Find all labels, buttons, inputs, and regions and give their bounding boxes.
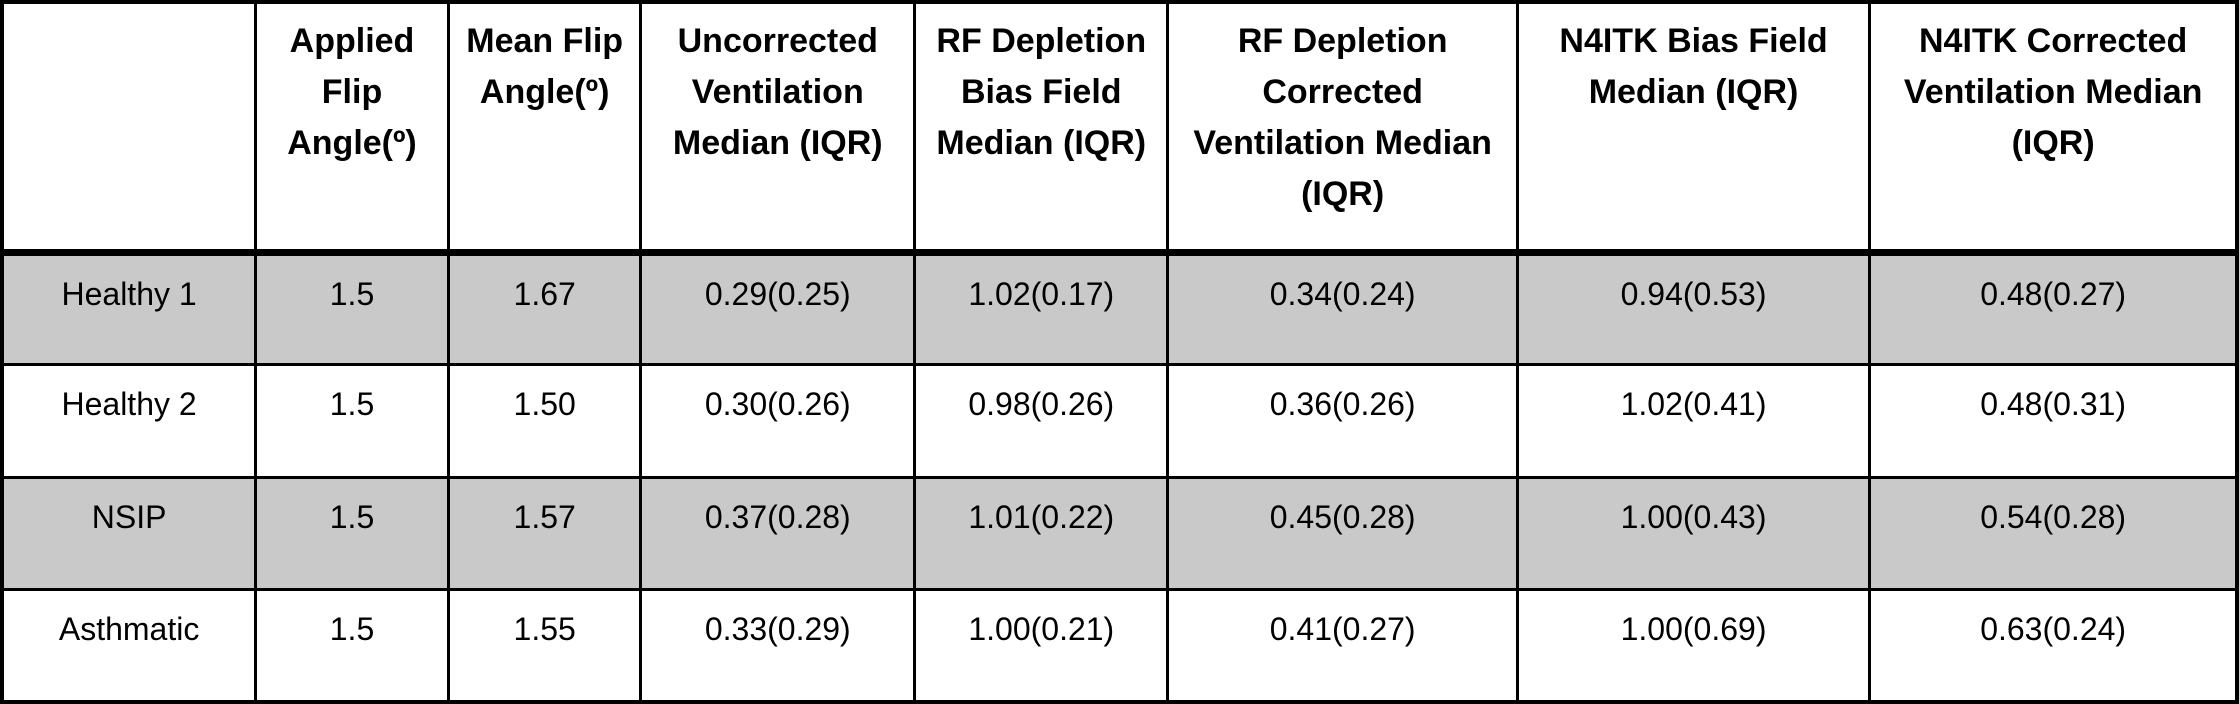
- cell-applied-flip-angle: 1.5: [254, 250, 450, 366]
- cell-n4itk-corrected-ventilation: 0.48(0.27): [1868, 250, 2239, 366]
- header-row: Applied Flip Angle(º) Mean Flip Angle(º)…: [0, 0, 2239, 256]
- cell-applied-flip-angle: 1.5: [254, 588, 450, 704]
- cell-uncorrected-ventilation: 0.30(0.26): [639, 363, 917, 479]
- table-row-asthmatic: Asthmatic 1.5 1.55 0.33(0.29) 1.00(0.21)…: [0, 588, 2239, 704]
- cell-n4itk-bias-field: 1.00(0.43): [1515, 475, 1872, 591]
- header-cell-rf-depletion-bias-field: RF Depletion Bias Field Median (IQR): [913, 0, 1170, 256]
- cell-uncorrected-ventilation: 0.33(0.29): [639, 588, 917, 704]
- cell-mean-flip-angle: 1.57: [446, 475, 643, 591]
- cell-rf-depletion-corrected-ventilation: 0.34(0.24): [1166, 250, 1519, 366]
- cell-n4itk-bias-field: 0.94(0.53): [1515, 250, 1872, 366]
- cell-uncorrected-ventilation: 0.29(0.25): [639, 250, 917, 366]
- header-cell-mean-flip-angle: Mean Flip Angle(º): [446, 0, 643, 256]
- header-cell-uncorrected-ventilation: Uncorrected Ventilation Median (IQR): [639, 0, 917, 256]
- table-row-healthy-2: Healthy 2 1.5 1.50 0.30(0.26) 0.98(0.26)…: [0, 363, 2239, 479]
- cell-n4itk-bias-field: 1.00(0.69): [1515, 588, 1872, 704]
- cell-rf-depletion-bias-field: 1.01(0.22): [913, 475, 1170, 591]
- cell-mean-flip-angle: 1.50: [446, 363, 643, 479]
- table-row-healthy-1: Healthy 1 1.5 1.67 0.29(0.25) 1.02(0.17)…: [0, 250, 2239, 366]
- cell-mean-flip-angle: 1.55: [446, 588, 643, 704]
- row-label: Healthy 2: [0, 363, 258, 479]
- header-cell-n4itk-corrected-ventilation: N4ITK Corrected Ventilation Median (IQR): [1868, 0, 2239, 256]
- row-label: NSIP: [0, 475, 258, 591]
- cell-rf-depletion-corrected-ventilation: 0.45(0.28): [1166, 475, 1519, 591]
- cell-applied-flip-angle: 1.5: [254, 475, 450, 591]
- cell-applied-flip-angle: 1.5: [254, 363, 450, 479]
- table-row-nsip: NSIP 1.5 1.57 0.37(0.28) 1.01(0.22) 0.45…: [0, 475, 2239, 591]
- cell-n4itk-bias-field: 1.02(0.41): [1515, 363, 1872, 479]
- cell-mean-flip-angle: 1.67: [446, 250, 643, 366]
- header-cell-applied-flip-angle: Applied Flip Angle(º): [254, 0, 450, 256]
- cell-n4itk-corrected-ventilation: 0.48(0.31): [1868, 363, 2239, 479]
- cell-uncorrected-ventilation: 0.37(0.28): [639, 475, 917, 591]
- header-cell-empty: [0, 0, 258, 256]
- cell-rf-depletion-bias-field: 1.00(0.21): [913, 588, 1170, 704]
- cell-rf-depletion-bias-field: 1.02(0.17): [913, 250, 1170, 366]
- cell-rf-depletion-corrected-ventilation: 0.36(0.26): [1166, 363, 1519, 479]
- header-cell-rf-depletion-corrected-ventilation: RF Depletion Corrected Ventilation Media…: [1166, 0, 1519, 256]
- cell-rf-depletion-corrected-ventilation: 0.41(0.27): [1166, 588, 1519, 704]
- header-cell-n4itk-bias-field: N4ITK Bias Field Median (IQR): [1515, 0, 1872, 256]
- cell-n4itk-corrected-ventilation: 0.63(0.24): [1868, 588, 2239, 704]
- row-label: Asthmatic: [0, 588, 258, 704]
- cell-rf-depletion-bias-field: 0.98(0.26): [913, 363, 1170, 479]
- row-label: Healthy 1: [0, 250, 258, 366]
- cell-n4itk-corrected-ventilation: 0.54(0.28): [1868, 475, 2239, 591]
